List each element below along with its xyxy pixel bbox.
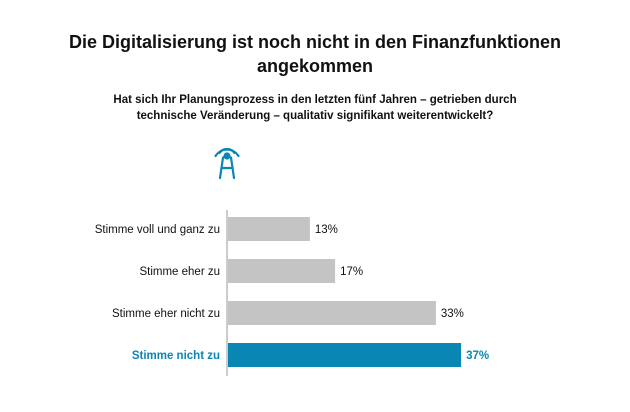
category-label-2: Stimme eher zu	[139, 266, 220, 278]
value-label-4: 37%	[466, 350, 489, 362]
chart-title: Die Digitalisierung ist noch nicht in de…	[0, 30, 630, 78]
chart-subtitle-line-2: technische Veränderung – qualitativ sign…	[136, 110, 494, 122]
radio-tower-icon	[210, 140, 244, 180]
category-label-1: Stimme voll und ganz zu	[95, 224, 220, 236]
bar-4	[228, 343, 462, 367]
bar-1	[228, 217, 310, 241]
category-label-3: Stimme eher nicht zu	[112, 308, 220, 320]
chart-title-line-2: angekommen	[256, 56, 374, 76]
chart-title-line-1: Die Digitalisierung ist noch nicht in de…	[68, 32, 561, 52]
bar-2	[228, 259, 336, 283]
bar-3	[228, 301, 436, 325]
chart-subtitle: Hat sich Ihr Planungsprozess in den letz…	[0, 92, 630, 124]
value-label-3: 33%	[441, 308, 464, 320]
category-label-4: Stimme nicht zu	[132, 350, 220, 362]
value-label-2: 17%	[340, 266, 363, 278]
chart-subtitle-line-1: Hat sich Ihr Planungsprozess in den letz…	[113, 94, 517, 106]
value-label-1: 13%	[315, 224, 338, 236]
